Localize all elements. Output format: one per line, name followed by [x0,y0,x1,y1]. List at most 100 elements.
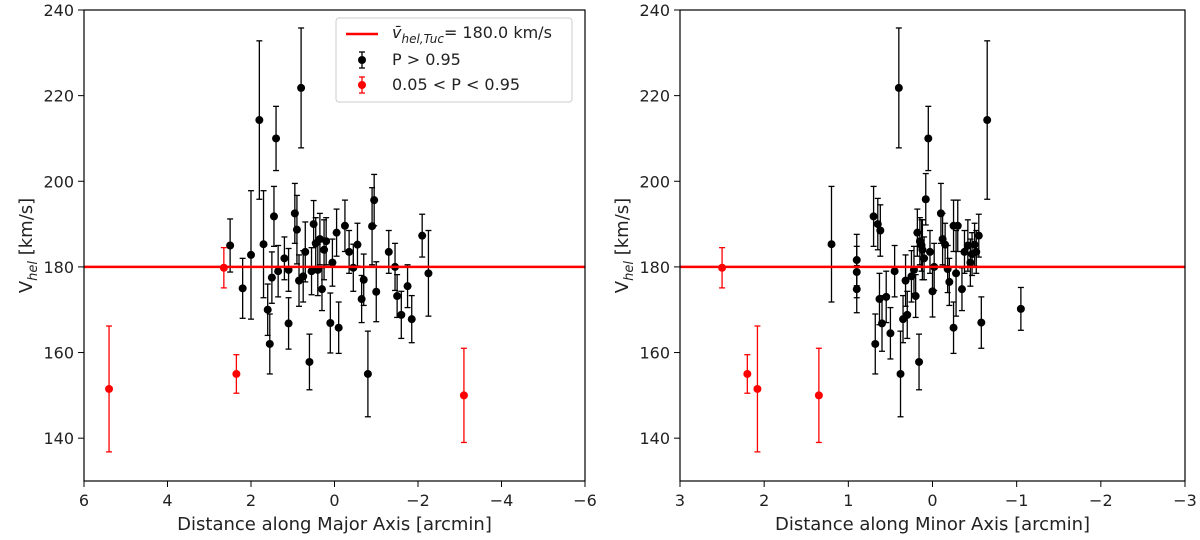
data-point [317,285,326,294]
data-point [743,369,752,378]
data-point [915,357,924,366]
member-point [315,212,324,266]
data-point [259,240,268,249]
major-ytick-label: 220 [43,87,74,106]
major-ytick-label: 140 [43,429,74,448]
member-point [1016,286,1025,331]
data-point [901,276,910,285]
data-point [869,212,878,221]
minor-axis-panel: Distance along Minor Axis [arcmin] Vhel … [612,1,1197,535]
data-point [297,83,306,92]
data-point [393,292,402,301]
data-point [267,273,276,282]
major-xtick-label: −2 [406,491,430,510]
data-point [357,295,366,304]
candidate-point [232,354,241,394]
legend: v̄hel,Tuc= 180.0 km/s P > 0.95 0.05 < P … [335,17,573,103]
minor-xtick-label: 1 [843,491,853,510]
major-xtick-label: 2 [246,491,256,510]
data-point [370,196,379,205]
data-point [852,285,861,294]
minor-axis-plot-frame [679,9,1186,482]
legend-box [335,17,573,103]
major-xtick-label: 6 [79,491,89,510]
data-point [418,231,427,240]
member-point [328,238,337,287]
data-point [827,240,836,249]
data-point [247,250,255,259]
member-point [259,190,268,299]
member-point [974,213,983,258]
data-point [882,292,891,301]
legend-member-marker [358,51,366,69]
member-point [332,208,341,257]
legend-candidate-label: 0.05 < P < 0.95 [392,75,520,94]
data-point [226,241,235,250]
member-point [290,182,299,245]
member-point [886,306,895,360]
data-point [403,282,412,291]
minor-axis-plot-area [680,27,1185,453]
major-xtick-label: −6 [573,491,597,510]
legend-mean-label: v̄hel,Tuc= 180.0 km/s [392,23,552,46]
member-point [894,27,903,149]
major-axis-xlabel: Distance along Major Axis [arcmin] [177,514,492,535]
data-point [924,134,933,143]
member-point [322,217,331,266]
member-point [340,199,349,253]
data-point [238,284,247,293]
data-point [274,267,283,276]
data-point [925,247,934,256]
member-point [977,296,986,349]
data-point [459,391,468,400]
data-point [299,272,308,281]
member-point [424,229,433,317]
data-point [309,220,318,229]
data-point [977,318,986,327]
data-point [424,269,433,278]
data-point [353,240,362,249]
data-point [983,116,992,125]
minor-xtick-label: −2 [1089,491,1113,510]
major-xtick-label: −4 [490,491,514,510]
member-point [265,313,274,375]
data-point [105,384,114,393]
member-point [299,249,308,303]
member-point [924,105,933,172]
member-point [418,213,427,258]
data-point [903,310,912,319]
data-point [814,391,823,400]
legend-candidate-symbol [358,76,366,94]
data-point [1016,304,1025,313]
candidate-point [105,325,114,453]
major-xtick-label: 4 [162,491,172,510]
minor-axis-ylabel: Vhel [km/s] [612,198,637,293]
data-point [974,231,983,240]
data-point [272,134,281,143]
data-point [358,81,366,89]
data-point [952,269,961,278]
data-point [315,235,324,244]
minor-xtick-label: −1 [1005,491,1029,510]
major-ytick-label: 200 [43,172,74,191]
minor-ytick-label: 140 [639,429,670,448]
minor-ytick-label: 180 [639,258,670,277]
data-point [753,384,762,393]
member-point [274,244,283,298]
member-point [284,297,293,350]
major-axis-ylabel: Vhel [km/s] [16,198,41,293]
data-point [232,369,241,378]
major-xtick-label: 0 [329,491,339,510]
member-point [226,218,235,273]
data-point [890,267,899,276]
data-point [305,357,314,366]
data-point [332,228,341,237]
member-point [896,330,905,418]
minor-axis-xlabel: Distance along Minor Axis [arcmin] [775,514,1090,535]
major-axis-plot-area [84,27,585,453]
major-ytick-label: 240 [43,1,74,20]
member-point [878,294,886,352]
member-point [326,292,335,354]
member-point [827,185,836,303]
minor-xtick-label: 3 [675,491,685,510]
